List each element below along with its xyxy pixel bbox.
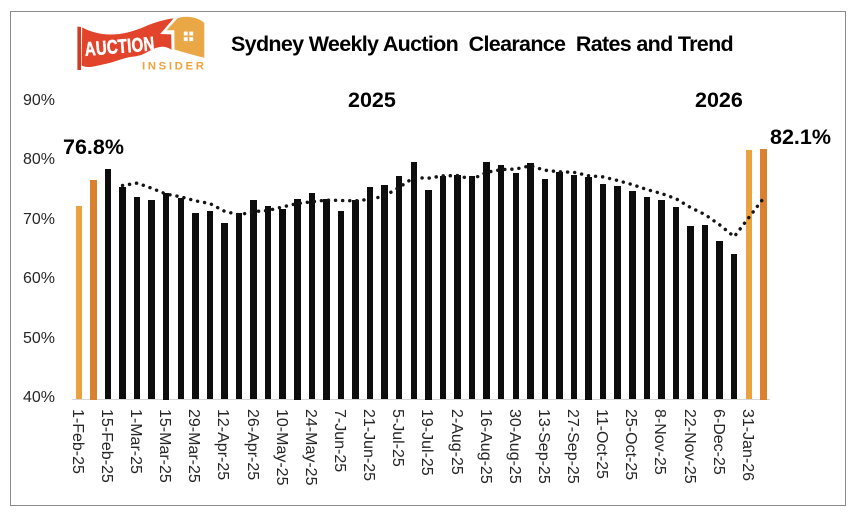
svg-text:INSIDER: INSIDER (142, 61, 207, 73)
svg-text:AUCTION: AUCTION (84, 32, 156, 60)
